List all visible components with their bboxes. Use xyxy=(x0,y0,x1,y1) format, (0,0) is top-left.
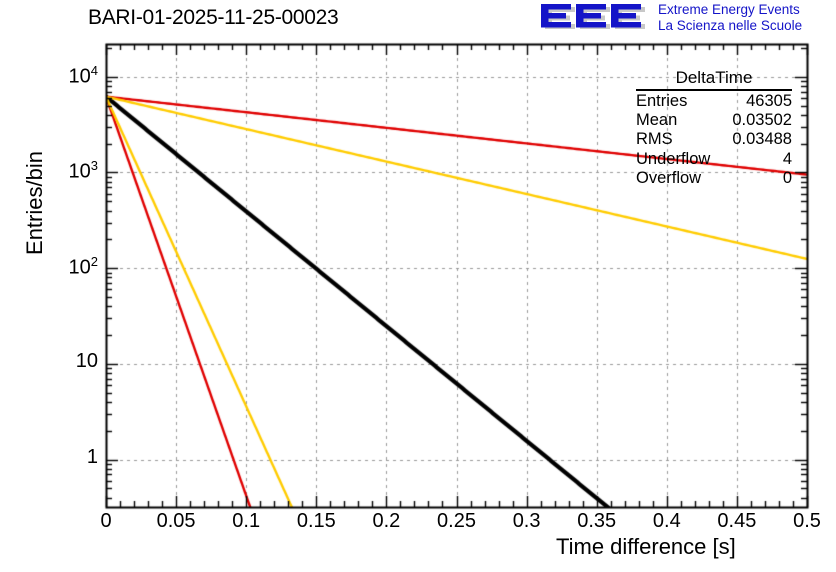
eee-logo-line2: La Scienza nelle Scuole xyxy=(658,18,803,33)
y-tick-label: 1 xyxy=(86,445,98,468)
y-tick-label: 102 xyxy=(68,254,98,279)
stats-divider xyxy=(636,89,792,91)
stats-row: Underflow 4 xyxy=(636,150,792,169)
stats-rows: Entries 46305 Mean 0.03502 RMS 0.03488 Underfl… xyxy=(636,92,792,188)
x-tick-label: 0.35 xyxy=(577,510,617,532)
stats-row-label: RMS xyxy=(636,130,673,149)
stats-row: Overflow 0 xyxy=(636,169,792,188)
x-tick-label: 0.45 xyxy=(717,510,757,532)
x-axis-title: Time difference [s] xyxy=(556,534,736,559)
stats-box: DeltaTime Entries 46305 Mean 0.03502 RMS 0.03… xyxy=(636,68,792,188)
x-tick-label: 0.2 xyxy=(372,510,401,532)
x-tick-label: 0.3 xyxy=(512,510,541,532)
x-tick-label: 0.05 xyxy=(156,510,196,532)
eee-logo-mark xyxy=(541,4,645,29)
x-tick-label: 0.4 xyxy=(652,510,681,532)
stats-title: DeltaTime xyxy=(675,68,753,87)
stats-row-label: Underflow xyxy=(636,149,711,168)
stats-row: Mean 0.03502 xyxy=(636,111,792,130)
y-tick-label: 104 xyxy=(68,62,98,88)
y-tick-label: 103 xyxy=(68,158,98,184)
page-title: BARI-01-2025-11-25-00023 xyxy=(88,6,339,29)
eee-logo: Extreme Energy Events La Scienza nelle S… xyxy=(540,2,832,36)
stats-row-label: Mean xyxy=(636,111,678,130)
stats-row-value: 46305 xyxy=(746,92,792,110)
stats-row-label: Entries xyxy=(636,92,688,110)
stats-row: Entries 46305 xyxy=(636,92,792,111)
stats-row: RMS 0.03488 xyxy=(636,130,792,149)
x-tick-label: 0.5 xyxy=(793,510,821,532)
eee-logo-text: Extreme Energy Events La Scienza nelle S… xyxy=(658,2,802,34)
y-axis-title: Entries/bin xyxy=(22,151,47,255)
eee-logo-line1: Extreme Energy Events xyxy=(658,2,800,17)
stats-row-value: 0.03488 xyxy=(732,130,792,149)
stats-row-value: 0.03502 xyxy=(732,111,792,130)
x-tick-label: 0.15 xyxy=(296,510,336,532)
stats-row-value: 4 xyxy=(782,149,792,168)
x-tick-label: 0 xyxy=(100,510,112,532)
y-tick-label: 10 xyxy=(75,349,98,372)
x-tick-label: 0.25 xyxy=(437,510,476,532)
stats-row-label: Overflow xyxy=(636,168,702,187)
stats-row-value: 0 xyxy=(782,168,792,187)
x-tick-label: 0.1 xyxy=(232,510,261,532)
